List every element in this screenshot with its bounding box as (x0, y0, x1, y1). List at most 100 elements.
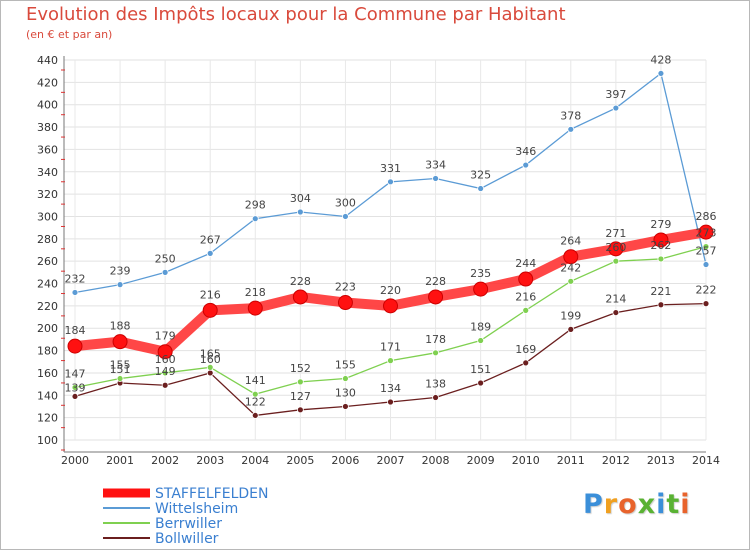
data-point (387, 357, 394, 365)
data-label: 242 (560, 261, 581, 274)
data-label: 378 (560, 109, 581, 122)
data-label: 235 (470, 267, 491, 280)
x-tick-label: 2001 (106, 454, 134, 467)
data-point (206, 369, 214, 377)
data-label: 244 (515, 257, 536, 270)
data-label: 169 (515, 343, 536, 356)
data-point (473, 281, 489, 297)
y-tick-label: 280 (37, 233, 58, 246)
data-point (698, 224, 714, 240)
data-point (206, 249, 214, 257)
logo-letter: i (656, 489, 667, 520)
data-point (296, 208, 304, 216)
data-label: 250 (155, 252, 176, 265)
y-tick-label: 320 (37, 188, 58, 201)
data-label: 122 (245, 395, 266, 408)
y-tick-label: 380 (37, 121, 58, 134)
y-tick-label: 400 (37, 99, 58, 112)
data-point (296, 406, 304, 414)
x-tick-label: 2004 (241, 454, 269, 467)
data-point (612, 104, 620, 112)
data-label: 171 (380, 341, 401, 354)
data-point (567, 277, 575, 285)
series-staffelfelden (67, 224, 714, 360)
data-point (432, 394, 439, 401)
data-label: 216 (200, 288, 221, 301)
y-tick-label: 180 (37, 345, 58, 358)
data-label: 221 (650, 285, 671, 298)
y-tick-label: 220 (37, 300, 58, 313)
data-label: 300 (335, 196, 356, 209)
data-label: 257 (696, 245, 717, 258)
data-label: 218 (245, 286, 266, 299)
data-point (657, 70, 665, 77)
data-point (387, 398, 394, 406)
legend-label: STAFFELFELDEN (155, 486, 268, 502)
legend-label: Bollwiller (155, 531, 219, 547)
data-label: 286 (696, 210, 717, 223)
legend-label: Berrwiller (155, 516, 222, 532)
data-point (342, 213, 349, 220)
x-tick-label: 2002 (151, 454, 179, 467)
x-tick-label: 2009 (467, 454, 495, 467)
data-point (477, 379, 485, 387)
x-tick-label: 2005 (286, 454, 314, 467)
data-point (477, 185, 485, 192)
data-point (702, 243, 710, 251)
data-label: 138 (425, 378, 446, 391)
y-tick-label: 260 (37, 255, 58, 268)
logo-letter: i (680, 489, 691, 520)
proxiti-logo: Proxiti (583, 489, 691, 520)
x-tick-label: 2012 (602, 454, 630, 467)
data-label: 397 (605, 88, 626, 101)
data-label: 188 (110, 320, 131, 333)
data-label: 428 (650, 53, 671, 66)
y-tick-label: 340 (37, 166, 58, 179)
data-label: 160 (155, 353, 176, 366)
y-tick-label: 300 (37, 210, 58, 223)
data-label: 346 (515, 145, 536, 158)
x-tick-label: 2006 (331, 454, 359, 467)
data-label: 141 (245, 374, 266, 387)
data-label: 149 (155, 365, 176, 378)
series-wittelsheim (71, 70, 710, 296)
data-point (387, 178, 394, 186)
data-label: 273 (696, 227, 717, 240)
data-point (251, 412, 259, 419)
data-label: 271 (605, 227, 626, 240)
data-label: 134 (380, 382, 401, 395)
data-label: 298 (245, 199, 266, 212)
data-point (428, 289, 444, 305)
data-point (702, 261, 710, 268)
series-bollwiller (71, 300, 710, 419)
data-label: 232 (65, 272, 86, 285)
data-point (567, 325, 575, 333)
data-point (67, 338, 83, 354)
x-tick-label: 2013 (647, 454, 675, 467)
data-label: 151 (110, 363, 131, 376)
data-point (432, 175, 439, 182)
data-point (522, 306, 530, 314)
data-point (657, 255, 665, 263)
logo-letter: o (618, 489, 638, 520)
chart-subtitle: (en € et par an) (26, 28, 113, 41)
data-label: 331 (380, 162, 401, 175)
data-point (383, 298, 398, 314)
legend-label: Wittelsheim (155, 501, 238, 517)
logo-letter: t (666, 489, 681, 520)
data-point (112, 334, 128, 350)
data-point (116, 375, 124, 382)
data-point (116, 281, 124, 289)
data-point (477, 337, 485, 344)
data-label: 155 (335, 359, 356, 372)
data-label: 228 (290, 275, 311, 288)
x-tick-label: 2008 (422, 454, 450, 467)
data-point (161, 369, 169, 377)
logo-letter: r (603, 489, 619, 520)
x-tick-label: 2014 (692, 454, 720, 467)
y-tick-label: 420 (37, 76, 58, 89)
data-label: 304 (290, 192, 311, 205)
data-point (161, 381, 169, 389)
data-label: 264 (560, 235, 581, 248)
data-label: 279 (650, 218, 671, 231)
